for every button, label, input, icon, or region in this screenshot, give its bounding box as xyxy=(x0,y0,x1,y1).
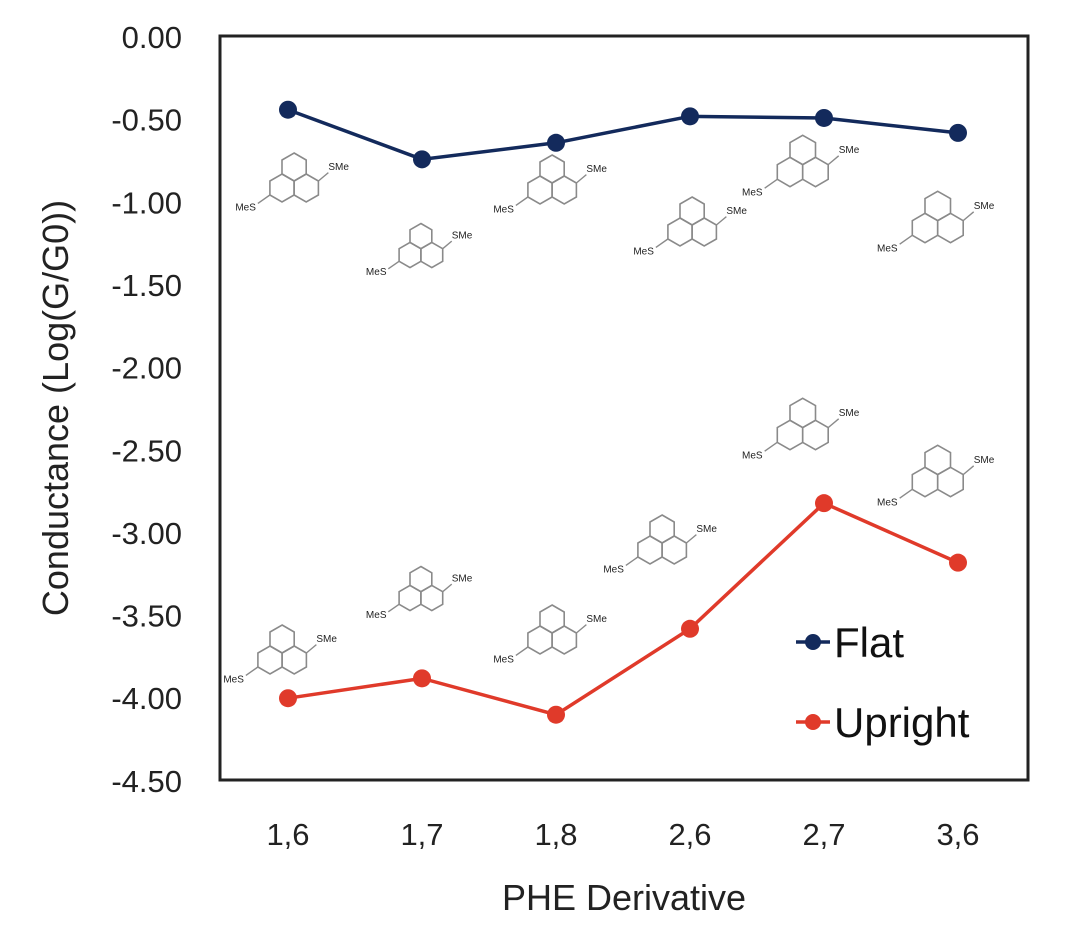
phenanthrene-structure: MeS SMe xyxy=(493,154,607,215)
phenanthrene-structure: MeS SMe xyxy=(223,624,337,685)
x-tick-label: 2,6 xyxy=(668,817,711,852)
svg-text:MeS: MeS xyxy=(366,610,387,621)
legend-label: Flat xyxy=(834,619,904,666)
svg-text:SMe: SMe xyxy=(696,524,717,535)
phenanthrene-structure: MeS SMe xyxy=(633,196,747,257)
data-point-flat xyxy=(547,133,565,152)
phenanthrene-structure: MeS SMe xyxy=(877,444,995,509)
y-tick-label: -0.50 xyxy=(111,103,182,138)
phenanthrene-structure: MeS SMe xyxy=(603,514,717,575)
phenanthrene-structure: MeS SMe xyxy=(366,222,473,278)
svg-text:MeS: MeS xyxy=(235,202,256,213)
svg-text:MeS: MeS xyxy=(877,244,898,255)
phenanthrene-structure: MeS SMe xyxy=(493,604,607,665)
svg-text:SMe: SMe xyxy=(328,162,349,173)
x-tick-label: 3,6 xyxy=(936,817,979,852)
series-line-upright xyxy=(287,501,959,717)
svg-text:SMe: SMe xyxy=(839,408,860,419)
phenanthrene-structure: MeS SMe xyxy=(742,134,860,199)
svg-text:SMe: SMe xyxy=(316,634,337,645)
y-tick-label: -1.50 xyxy=(111,268,182,303)
y-tick-label: 0.00 xyxy=(122,20,182,55)
legend-label: Upright xyxy=(834,699,970,746)
data-point-flat xyxy=(949,123,967,142)
phenanthrene-structure: MeS SMe xyxy=(742,397,860,462)
svg-text:MeS: MeS xyxy=(493,204,514,215)
series-line-flat xyxy=(287,108,959,162)
svg-text:SMe: SMe xyxy=(452,574,473,585)
x-axis-label: PHE Derivative xyxy=(502,877,746,918)
svg-text:MeS: MeS xyxy=(603,564,624,575)
y-tick-label: -1.00 xyxy=(111,185,182,220)
data-point-upright xyxy=(815,494,833,513)
svg-text:MeS: MeS xyxy=(366,267,387,278)
data-point-flat xyxy=(815,108,833,127)
svg-text:MeS: MeS xyxy=(223,674,244,685)
phenanthrene-structure: MeS SMe xyxy=(366,565,473,621)
svg-text:SMe: SMe xyxy=(586,614,607,625)
phenanthrene-structure: MeS SMe xyxy=(235,152,349,213)
y-tick-label: -4.00 xyxy=(111,681,182,716)
svg-text:MeS: MeS xyxy=(633,246,654,257)
data-point-upright xyxy=(413,669,431,688)
svg-text:SMe: SMe xyxy=(974,455,995,466)
y-tick-label: -3.50 xyxy=(111,599,182,634)
x-tick-label: 1,8 xyxy=(534,817,577,852)
data-point-flat xyxy=(413,150,431,169)
data-point-upright xyxy=(279,689,297,708)
y-tick-label: -4.50 xyxy=(111,764,182,799)
svg-text:SMe: SMe xyxy=(452,231,473,242)
svg-text:SMe: SMe xyxy=(839,145,860,156)
legend-marker xyxy=(805,714,821,730)
legend-marker xyxy=(805,634,821,650)
svg-text:SMe: SMe xyxy=(586,164,607,175)
legend: Flat Upright xyxy=(796,619,970,746)
svg-text:MeS: MeS xyxy=(493,654,514,665)
y-axis-label: Conductance (Log(G/G0)) xyxy=(35,200,76,616)
svg-text:SMe: SMe xyxy=(726,206,747,217)
data-point-upright xyxy=(949,553,967,572)
data-point-flat xyxy=(279,100,297,119)
y-tick-label: -2.50 xyxy=(111,433,182,468)
svg-text:MeS: MeS xyxy=(742,451,763,462)
y-tick-label: -2.00 xyxy=(111,351,182,386)
x-tick-label: 1,7 xyxy=(400,817,443,852)
svg-text:MeS: MeS xyxy=(877,498,898,509)
svg-text:SMe: SMe xyxy=(974,201,995,212)
phenanthrene-structure: MeS SMe xyxy=(877,190,995,255)
data-point-flat xyxy=(681,107,699,126)
data-point-upright xyxy=(547,705,565,724)
plot-area xyxy=(218,34,1030,782)
data-point-upright xyxy=(681,619,699,638)
y-tick-label: -3.00 xyxy=(111,516,182,551)
svg-text:MeS: MeS xyxy=(742,188,763,199)
x-tick-label: 2,7 xyxy=(802,817,845,852)
x-tick-label: 1,6 xyxy=(266,817,309,852)
